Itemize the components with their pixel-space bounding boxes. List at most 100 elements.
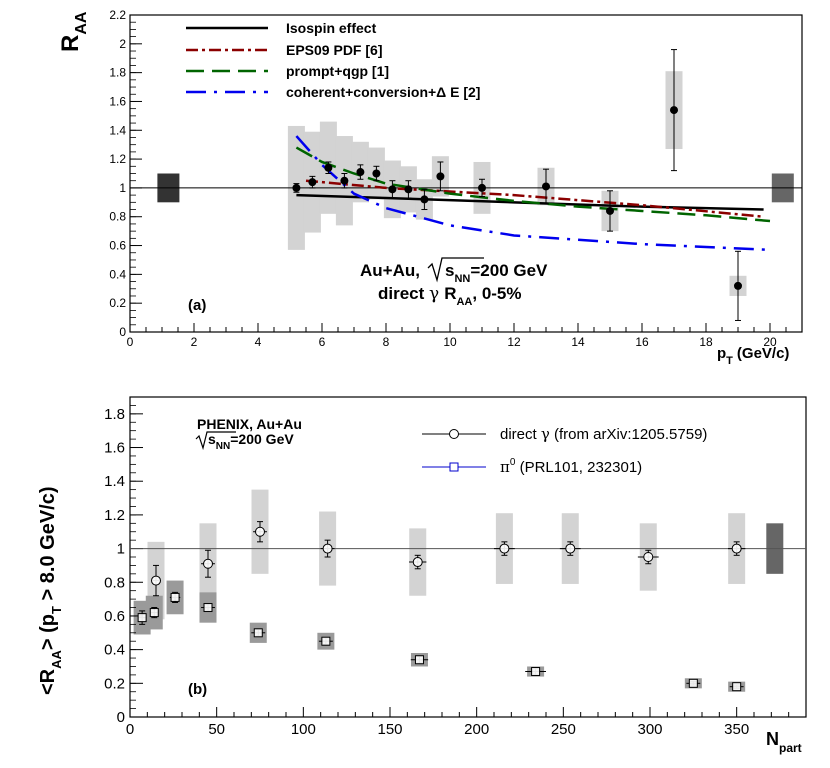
a-xtick-label: 16 [635,335,649,349]
b-ytick-label: 1.6 [104,440,125,457]
b-legend: direct γ (from arXiv:1205.5759) π0 (PRL1… [422,425,707,476]
b-gamma-data-point [565,543,576,554]
b-ytick-label: 1.2 [104,507,125,524]
a-annotation-centrality: , 0-5% [472,284,521,303]
a-ytick-label: 1.6 [109,94,126,108]
a-axis-ticks: 0 2 4 6 8 10 12 14 16 18 20 0 0.2 0.4 0.6 0.8 1 1.2 1.4 1.6… [109,8,803,349]
b-legend-label-direct-gamma: direct γ (from arXiv:1205.5759) [500,425,707,443]
b-xtick-label: 100 [291,721,316,738]
b-plot-frame [129,396,807,718]
a-legend-label-eps09: EPS09 PDF [6] [286,42,382,58]
a-xtick-label: 0 [127,335,134,349]
a-theory-curve-1 [305,179,764,218]
a-data-point [542,182,550,191]
b-xtick-label: 350 [724,721,749,738]
a-theory-curve-3 [295,135,771,252]
a-xtick-label: 10 [443,335,457,349]
a-xtick-label: 6 [319,335,326,349]
a-ytick-label: 0.8 [109,210,126,224]
b-pi0-data-point [321,636,331,646]
b-experiment-s: s [208,431,216,447]
a-data-point [436,172,445,181]
a-annotation-nn: NN [454,273,470,285]
a-ytick-label: 1 [119,181,126,195]
a-legend-label-isospin: Isospin effect [286,20,377,36]
b-ytick-label: 1 [117,541,125,558]
b-gamma-data-point [255,526,265,537]
b-experiment-nn: NN [216,441,230,452]
b-experiment-sqrt-sign [195,431,236,451]
b-legend-marker-pi0 [449,462,459,472]
a-annotation-sqrt-sign [427,257,484,283]
b-legend-label-pi0: π0 (PRL101, 232301) [500,457,642,476]
a-data-point [356,168,365,177]
a-annotation-energy: =200 GeV [470,261,548,280]
b-ytick-label: 0.8 [104,574,125,591]
b-pi0-data-point [253,628,263,638]
b-gamma-data-point [643,552,654,562]
b-xtick-label: 0 [126,721,134,738]
a-plot-frame [129,14,803,333]
a-ytick-label: 1.4 [109,123,126,137]
panel-b: 0 50 100 150 200 250 300 350 0 0.2 0.4 0.6 0.8 1 1.2 1.… [37,396,807,755]
b-gamma-data-point [731,543,742,554]
a-data-points [292,49,742,321]
a-panel-label: (a) [188,297,206,314]
a-xtick-label: 4 [255,335,262,349]
b-data-points [137,521,746,692]
b-systematic-boxes [133,489,746,692]
b-ytick-label: 1.8 [104,406,125,423]
b-experiment-energy: =200 GeV [230,431,294,447]
svg-text:Au+Au,: Au+Au, [360,261,420,280]
b-ytick-label: 0.4 [104,642,125,659]
a-data-point [734,281,742,290]
b-pi0-data-point [149,608,159,618]
b-gamma-data-point [322,543,333,554]
a-data-point [324,163,333,172]
a-theory-curve-2 [295,146,771,223]
b-panel-label: (b) [188,681,207,698]
b-ylabel: <RAA> (pT > 8.0 GeV/c) [37,487,64,696]
a-ytick-label: 0.4 [109,267,126,281]
a-data-point [372,169,381,178]
a-ytick-label: 0 [119,325,126,339]
b-gamma-data-point [151,575,161,586]
b-pi0-data-point [414,655,424,665]
svg-text:sNN=200 GeV: sNN=200 GeV [445,261,548,285]
a-xtick-label: 14 [571,335,585,349]
svg-text:sNN=200 GeV: sNN=200 GeV [208,431,294,452]
b-xlabel: Npart [766,729,802,755]
a-data-point [308,178,317,187]
b-ytick-label: 1.4 [104,473,125,490]
a-xtick-label: 12 [507,335,521,349]
a-annotation-r: R [444,284,456,303]
b-legend-marker-direct-gamma [449,429,459,439]
b-experiment-label: PHENIX, Au+Au sNN=200 GeV [195,416,302,452]
a-ytick-label: 2.2 [109,8,126,22]
a-ylabel: RAA [57,11,90,52]
a-data-point [292,183,301,192]
a-annotation-direct: direct [378,284,429,303]
a-ytick-label: 0.2 [109,296,126,310]
a-xtick-label: 2 [191,335,198,349]
a-xtick-label: 8 [383,335,390,349]
a-data-point [478,183,486,192]
a-ytick-label: 1.8 [109,66,126,80]
a-data-point [670,106,678,115]
b-gamma-data-point [412,557,423,568]
b-pi0-data-point [203,603,213,613]
a-legend-label-prompt-qgp: prompt+qgp [1] [286,63,389,79]
a-annotation-gamma: γ [429,284,439,304]
a-legend-label-coherent: coherent+conversion+Δ E [2] [286,84,480,100]
b-pi0-data-point [137,613,147,623]
b-pi0-data-point [688,678,698,688]
a-xtick-label: 18 [699,335,713,349]
b-pi0-data-point [170,592,180,602]
b-ytick-label: 0.2 [104,675,125,692]
b-axis-ticks: 0 50 100 150 200 250 300 350 0 0.2 0.4 0.6 0.8 1 1.2 1.… [104,396,807,738]
a-annotation: Au+Au, sNN=200 GeV direct γ RAA, 0-5% [360,257,548,308]
a-data-point [606,206,614,215]
b-xtick-label: 300 [637,721,662,738]
